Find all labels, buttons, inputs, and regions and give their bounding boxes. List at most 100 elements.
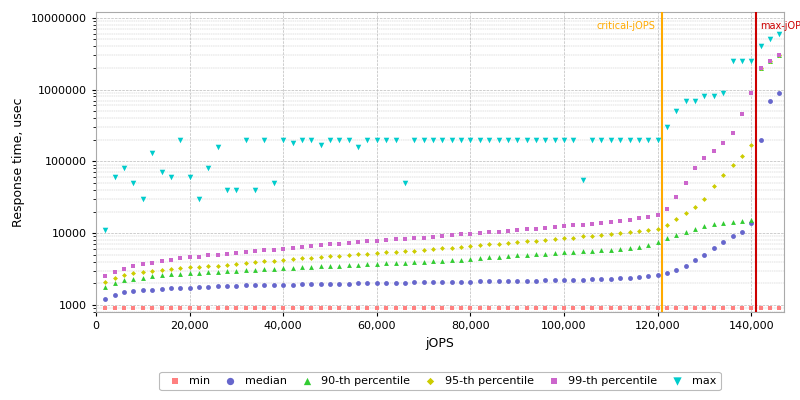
95-th percentile <box>576 233 589 240</box>
median <box>511 278 524 284</box>
90-th percentile <box>258 266 271 272</box>
90-th percentile <box>670 232 682 238</box>
95-th percentile <box>651 226 664 232</box>
median <box>202 284 214 290</box>
95-th percentile <box>146 268 158 274</box>
max <box>502 136 514 143</box>
median <box>146 287 158 293</box>
99-th percentile <box>661 206 674 212</box>
90-th percentile <box>267 266 280 272</box>
90-th percentile <box>314 263 327 270</box>
95-th percentile <box>558 235 570 242</box>
99-th percentile <box>324 241 337 248</box>
99-th percentile <box>595 220 608 226</box>
median <box>474 278 486 285</box>
95-th percentile <box>426 246 439 252</box>
max <box>324 136 337 143</box>
max <box>239 136 252 143</box>
99-th percentile <box>605 218 618 225</box>
median <box>277 282 290 288</box>
min <box>183 305 196 312</box>
99-th percentile <box>642 214 654 220</box>
median <box>464 278 477 285</box>
Text: max-jOPS: max-jOPS <box>761 21 800 31</box>
max <box>99 227 112 234</box>
min <box>539 305 552 312</box>
95-th percentile <box>333 252 346 259</box>
max <box>258 136 271 143</box>
90-th percentile <box>155 272 168 278</box>
max <box>418 136 430 143</box>
99-th percentile <box>127 263 140 269</box>
99-th percentile <box>567 222 580 229</box>
90-th percentile <box>342 262 355 268</box>
max <box>454 136 467 143</box>
max <box>174 136 186 143</box>
90-th percentile <box>492 254 505 260</box>
max <box>679 98 692 104</box>
99-th percentile <box>464 231 477 237</box>
median <box>408 279 421 286</box>
max <box>426 136 439 143</box>
median <box>426 279 439 285</box>
max <box>707 93 720 100</box>
99-th percentile <box>511 227 524 234</box>
min <box>698 305 711 312</box>
max <box>698 93 711 100</box>
min <box>502 305 514 312</box>
median <box>108 291 121 298</box>
min <box>305 305 318 312</box>
median <box>689 257 702 264</box>
99-th percentile <box>370 238 383 244</box>
min <box>595 305 608 312</box>
99-th percentile <box>548 224 561 230</box>
90-th percentile <box>717 220 730 226</box>
99-th percentile <box>698 155 711 162</box>
max <box>773 30 786 37</box>
max <box>127 180 140 186</box>
95-th percentile <box>548 236 561 242</box>
max <box>446 136 458 143</box>
90-th percentile <box>408 259 421 265</box>
min <box>314 305 327 312</box>
max <box>230 187 243 193</box>
90-th percentile <box>286 264 299 271</box>
min <box>202 305 214 312</box>
median <box>286 281 299 288</box>
max <box>211 144 224 150</box>
95-th percentile <box>165 266 178 272</box>
90-th percentile <box>735 218 748 224</box>
max <box>530 136 542 143</box>
max <box>183 174 196 180</box>
min <box>773 305 786 312</box>
99-th percentile <box>258 247 271 253</box>
max <box>651 136 664 143</box>
min <box>165 305 178 312</box>
99-th percentile <box>614 217 626 224</box>
median <box>679 263 692 269</box>
95-th percentile <box>698 196 711 202</box>
median <box>454 278 467 285</box>
median <box>576 276 589 283</box>
90-th percentile <box>221 268 234 274</box>
max <box>398 180 411 186</box>
max <box>474 136 486 143</box>
median <box>305 281 318 288</box>
min <box>370 305 383 312</box>
99-th percentile <box>230 250 243 256</box>
median <box>352 280 365 287</box>
95-th percentile <box>717 172 730 178</box>
min <box>193 305 206 312</box>
99-th percentile <box>492 228 505 235</box>
95-th percentile <box>614 230 626 236</box>
95-th percentile <box>474 242 486 248</box>
95-th percentile <box>389 249 402 255</box>
median <box>558 277 570 283</box>
min <box>230 305 243 312</box>
90-th percentile <box>295 264 308 270</box>
90-th percentile <box>773 52 786 58</box>
90-th percentile <box>183 270 196 277</box>
min <box>333 305 346 312</box>
99-th percentile <box>183 254 196 261</box>
max <box>605 136 618 143</box>
